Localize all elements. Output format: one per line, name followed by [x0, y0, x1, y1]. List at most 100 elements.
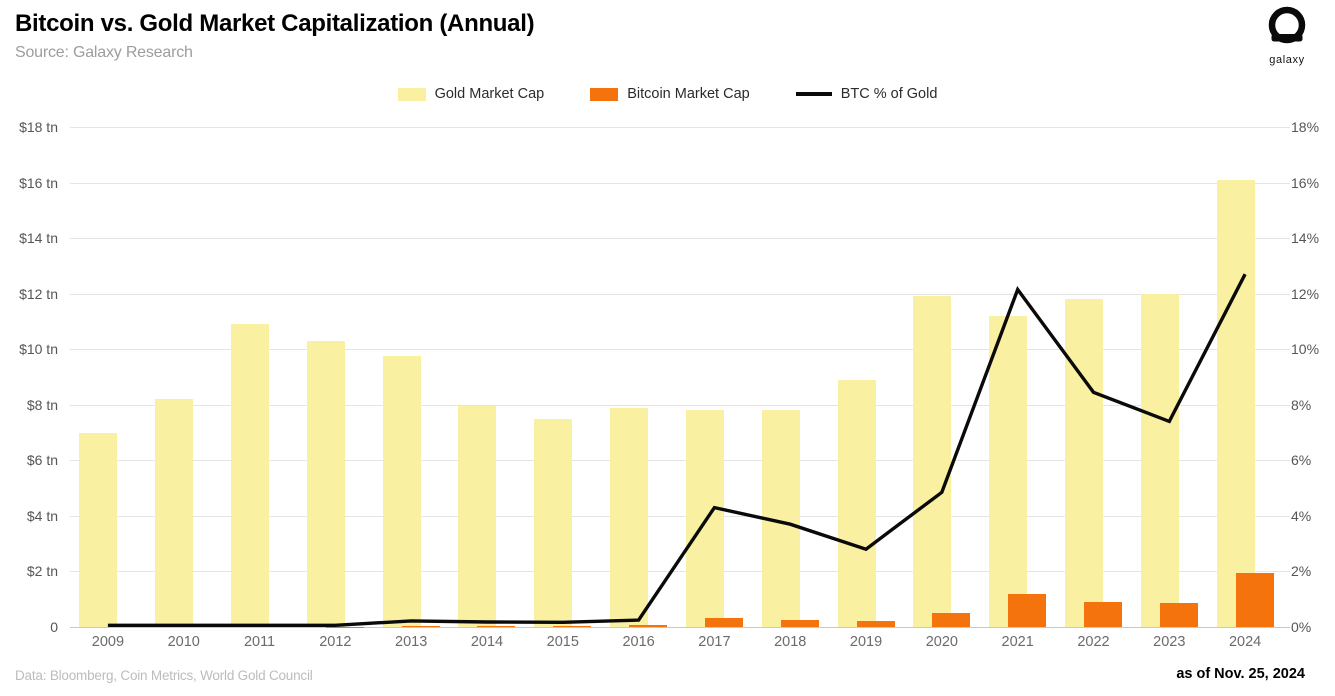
bar-bitcoin-2017 [704, 618, 743, 627]
gold-swatch-icon [397, 87, 426, 101]
y-axis-right-tick-label: 4% [1291, 508, 1312, 524]
y-axis-left-tick-label: $18 tn [19, 119, 58, 135]
gridline [70, 459, 1283, 461]
y-axis-right-tick-label: 12% [1291, 286, 1320, 302]
x-axis-label-2023: 2023 [1153, 634, 1186, 650]
legend-item-gold-market-cap: Gold Market Cap [397, 86, 545, 102]
x-axis-label-2017: 2017 [698, 634, 731, 650]
x-axis-label-2010: 2010 [167, 634, 200, 650]
x-axis-label-2018: 2018 [774, 634, 807, 650]
y-axis-right-tick-label: 0% [1291, 619, 1312, 635]
page-title: Bitcoin vs. Gold Market Capitalization (… [15, 10, 535, 37]
footer-data-source: Data: Bloomberg, Coin Metrics, World Gol… [15, 668, 313, 683]
x-axis-label-2021: 2021 [1001, 634, 1034, 650]
bar-gold-2013 [382, 356, 421, 627]
bar-gold-2019 [837, 379, 876, 627]
bar-bitcoin-2014 [477, 625, 516, 627]
x-axis-label-2014: 2014 [470, 634, 504, 650]
x-axis-label-2019: 2019 [849, 634, 883, 650]
gridline [70, 182, 1283, 184]
bar-gold-2015 [534, 418, 573, 627]
y-axis-right-tick-label: 10% [1291, 341, 1320, 357]
bar-bitcoin-2021 [1008, 593, 1047, 627]
bar-bitcoin-2020 [932, 613, 971, 627]
x-axis-label-2024: 2024 [1228, 634, 1262, 650]
x-axis-label-2022: 2022 [1077, 634, 1110, 650]
bitcoin-swatch-icon [590, 87, 619, 101]
line-swatch-icon [795, 92, 832, 96]
bar-gold-2021 [989, 315, 1028, 627]
bar-bitcoin-2023 [1159, 603, 1198, 627]
bar-gold-2022 [1064, 299, 1103, 627]
x-axis-label-2016: 2016 [622, 634, 655, 650]
gridline [70, 348, 1283, 350]
galaxy-logo-icon [1264, 6, 1310, 53]
bar-gold-2014 [458, 406, 497, 627]
btc-percent-line-layer [107, 273, 1247, 627]
galaxy-logo-label: galaxy [1269, 54, 1305, 66]
plot-area [70, 126, 1283, 628]
right-axis-tick [1283, 237, 1290, 239]
right-axis-tick [1283, 348, 1290, 350]
right-axis-tick [1283, 182, 1290, 184]
right-axis-tick [1283, 126, 1290, 128]
gridline [70, 404, 1283, 406]
x-axis-label-2015: 2015 [546, 634, 579, 650]
right-axis-tick [1283, 459, 1290, 461]
chart-source-subtitle: Source: Galaxy Research [15, 44, 193, 61]
y-axis-left-tick-label: $6 tn [26, 452, 58, 468]
y-axis-right-tick-label: 18% [1291, 119, 1320, 135]
y-axis-right-tick-label: 8% [1291, 397, 1312, 413]
right-axis-tick [1283, 293, 1290, 295]
bar-bitcoin-2022 [1083, 602, 1122, 627]
y-axis-right-tick-label: 6% [1291, 452, 1312, 468]
y-axis-left-tick-label: $10 tn [19, 341, 58, 357]
chart-legend: Gold Market Cap Bitcoin Market Cap BTC %… [0, 86, 1335, 102]
bar-gold-2016 [610, 407, 649, 627]
right-axis-tick [1283, 570, 1290, 572]
y-axis-left-tick-label: 0 [50, 619, 58, 635]
legend-label: Bitcoin Market Cap [627, 86, 750, 102]
right-axis-tick [1283, 404, 1290, 406]
bar-bitcoin-2018 [780, 619, 819, 627]
bar-gold-2023 [1140, 293, 1179, 627]
footer-as-of-date: as of Nov. 25, 2024 [1176, 666, 1305, 682]
gridline [70, 237, 1283, 239]
gridline [70, 570, 1283, 572]
y-axis-left-tick-label: $16 tn [19, 175, 58, 191]
btc-percent-line [107, 273, 1247, 627]
legend-item-bitcoin-market-cap: Bitcoin Market Cap [590, 86, 750, 102]
y-axis-right-tick-label: 2% [1291, 563, 1312, 579]
y-axis-left-tick-label: $14 tn [19, 230, 58, 246]
galaxy-logo: galaxy [1255, 6, 1319, 66]
bar-bitcoin-2019 [856, 621, 895, 627]
gridline [70, 293, 1283, 295]
right-axis-tick [1283, 515, 1290, 517]
legend-label: BTC % of Gold [840, 86, 938, 102]
x-axis-label-2012: 2012 [319, 634, 352, 650]
legend-label: Gold Market Cap [434, 86, 545, 102]
gridline [70, 126, 1283, 128]
x-axis-label-2020: 2020 [925, 634, 958, 650]
y-axis-left-tick-label: $4 tn [26, 508, 58, 524]
x-axis-label-2013: 2013 [395, 634, 428, 650]
y-axis-right-tick-label: 16% [1291, 175, 1320, 191]
x-axis-label-2011: 2011 [243, 634, 276, 650]
right-axis-tick [1283, 626, 1290, 628]
bar-bitcoin-2016 [629, 625, 668, 627]
bar-gold-2024 [1216, 179, 1255, 627]
y-axis-left-tick-label: $2 tn [26, 563, 58, 579]
y-axis-right-tick-label: 14% [1291, 230, 1320, 246]
legend-item-btc-percent-of-gold: BTC % of Gold [795, 86, 938, 102]
gridline [70, 626, 1283, 628]
bar-gold-2012 [306, 340, 345, 627]
x-axis-label-2009: 2009 [91, 634, 125, 650]
bar-gold-2009 [79, 432, 118, 627]
bar-bitcoin-2015 [553, 625, 592, 627]
bar-gold-2011 [231, 324, 270, 627]
bar-gold-2020 [913, 296, 952, 627]
y-axis-left-tick-label: $12 tn [19, 286, 58, 302]
y-axis-left-tick-label: $8 tn [26, 397, 58, 413]
gridline [70, 515, 1283, 517]
